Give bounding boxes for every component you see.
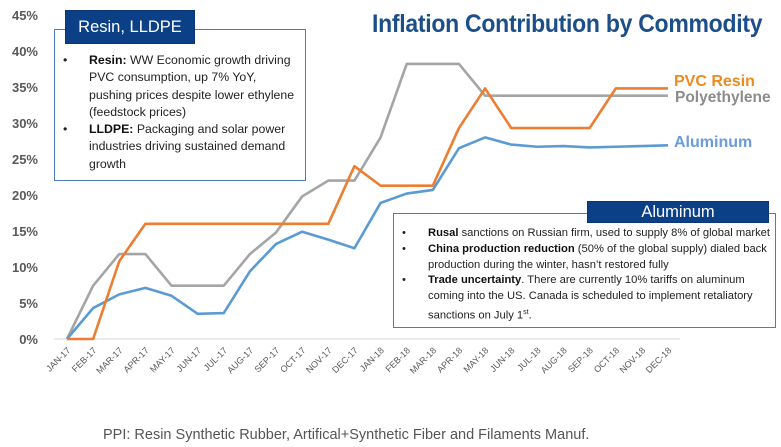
bullet-text: (50% of the global supply) dialed back p… <box>428 242 767 271</box>
bullet-text: . <box>528 309 532 322</box>
resin-lldpe-header: Resin, LLDPE <box>65 10 195 44</box>
y-tick-label: 15% <box>12 224 38 239</box>
bullet-bold: China production reduction <box>428 242 575 255</box>
y-tick-label: 40% <box>12 44 38 59</box>
x-tick-label: SEP-17 <box>252 345 281 374</box>
x-tick-label: OCT-18 <box>592 345 621 374</box>
y-tick-label: 35% <box>12 80 38 95</box>
bullet-bold: LLDPE: <box>89 122 134 137</box>
x-tick-label: APR-18 <box>435 345 464 374</box>
callout-bullet: LLDPE: Packaging and solar power industr… <box>63 121 301 173</box>
x-tick-label: DEC-17 <box>330 345 360 375</box>
bullet-bold: Resin: <box>89 53 127 67</box>
x-tick-label: NOV-17 <box>304 345 334 375</box>
bullet-bold: Trade uncertainty <box>428 274 522 287</box>
y-tick-label: 10% <box>12 260 38 275</box>
chart-title: Inflation Contribution by Commodity <box>372 10 763 38</box>
bullet-bold: Rusal <box>428 227 459 239</box>
footer-note: PPI: Resin Synthetic Rubber, Artifical+S… <box>103 427 590 443</box>
x-tick-label: JUN-17 <box>174 345 203 374</box>
bullet-text: Packaging and solar power industries dri… <box>89 122 286 171</box>
x-tick-label: DEC-18 <box>644 345 674 375</box>
x-tick-label: MAY-18 <box>461 345 490 374</box>
bullet-text: . There are currently 10% tariffs on alu… <box>428 274 753 322</box>
y-tick-label: 20% <box>12 188 38 203</box>
y-tick-label: 0% <box>19 332 38 347</box>
series-line-aluminum <box>66 136 669 340</box>
series-line-polyethylene <box>65 62 668 340</box>
y-tick-label: 45% <box>12 8 38 23</box>
callout-bullet: Resin: WW Economic growth driving PVC co… <box>63 52 301 121</box>
y-tick-label: 30% <box>12 116 38 131</box>
callout-bullet: China production reduction (50% of the g… <box>402 242 774 274</box>
bullet-text: WW Economic growth driving PVC consumpti… <box>89 53 295 119</box>
x-tick-label: MAY-17 <box>148 345 177 374</box>
x-tick-label: SEP-18 <box>566 345 595 374</box>
series-label-aluminum: Aluminum <box>674 134 753 151</box>
bullet-text: sanctions on Russian firm, used to suppl… <box>458 227 771 239</box>
aluminum-callout: Rusal sanctions on Russian firm, used to… <box>393 213 776 328</box>
x-tick-label: MAR-18 <box>408 345 438 375</box>
x-tick-label: AUG-18 <box>539 345 569 375</box>
aluminum-header: Aluminum <box>587 201 769 223</box>
series-line-pvc-resin <box>67 87 668 341</box>
x-tick-label: JAN-17 <box>44 345 72 373</box>
x-tick-label: APR-17 <box>121 345 150 374</box>
series-label-polyethylene: Polyethylene <box>675 89 771 106</box>
x-tick-label: JAN-18 <box>358 345 386 373</box>
x-tick-label: AUG-17 <box>225 345 255 375</box>
x-tick-label: OCT-17 <box>278 345 307 374</box>
y-tick-label: 25% <box>12 152 38 167</box>
x-tick-label: MAR-17 <box>94 345 124 375</box>
x-tick-label: NOV-18 <box>618 345 648 375</box>
superscript: st <box>523 308 529 316</box>
callout-bullet: Trade uncertainty. There are currently 1… <box>402 273 774 324</box>
callout-bullet: Rusal sanctions on Russian firm, used to… <box>402 226 774 242</box>
series-label-pvc-resin: PVC Resin <box>674 73 755 90</box>
x-tick-label: JUN-18 <box>488 345 517 374</box>
resin-lldpe-callout: Resin: WW Economic growth driving PVC co… <box>54 29 306 181</box>
y-tick-label: 5% <box>19 296 38 311</box>
